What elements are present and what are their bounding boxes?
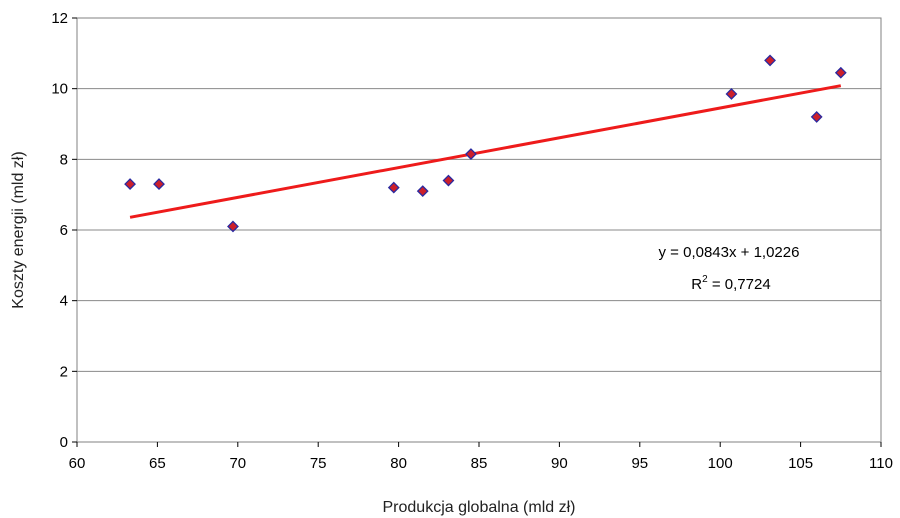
x-tick-label: 95 (631, 455, 648, 472)
y-tick-label: 2 (60, 363, 68, 380)
data-point (153, 178, 165, 190)
data-points (124, 54, 847, 233)
data-point (124, 178, 136, 190)
x-tick-label: 90 (551, 455, 568, 472)
data-point (810, 111, 823, 123)
trendline (129, 84, 842, 219)
y-tick-label: 12 (51, 10, 68, 27)
r-squared-value: = 0,7724 (708, 276, 771, 293)
trendline-equation: y = 0,0843x + 1,0226 (659, 244, 800, 261)
x-axis-title: Produkcja globalna (mld zł) (383, 499, 576, 516)
y-axis-title: Koszty energii (mld zł) (10, 151, 27, 308)
x-tick-label: 60 (69, 455, 86, 472)
x-tick-label: 70 (229, 455, 246, 472)
r-squared-prefix: R (691, 276, 702, 293)
y-tick-label: 10 (51, 81, 68, 98)
x-tick-label: 85 (471, 455, 488, 472)
data-point (764, 54, 776, 67)
data-point (725, 88, 738, 100)
x-axis-ticks: 60 65 70 75 80 85 90 95 100 105 110 (69, 442, 893, 472)
x-tick-label: 100 (708, 455, 733, 472)
grid-lines (77, 88, 881, 372)
x-tick-label: 110 (869, 455, 893, 472)
r-squared-exponent: 2 (702, 274, 708, 285)
y-axis-ticks: 0 2 4 6 8 10 12 (51, 10, 77, 451)
x-tick-label: 65 (149, 455, 166, 472)
data-point (416, 185, 429, 198)
y-tick-label: 6 (60, 222, 68, 239)
x-tick-label: 105 (788, 455, 813, 472)
data-point (442, 174, 455, 187)
y-tick-label: 0 (60, 434, 68, 451)
data-point (387, 181, 400, 194)
data-point (465, 148, 477, 160)
r-squared-label: R2 = 0,7724 (691, 274, 770, 293)
data-point (227, 220, 239, 233)
x-tick-label: 75 (310, 455, 327, 472)
y-tick-label: 4 (60, 293, 68, 310)
y-tick-label: 8 (60, 151, 68, 168)
x-tick-label: 80 (390, 455, 407, 472)
trendline-layer (129, 84, 842, 219)
data-point (834, 66, 847, 79)
